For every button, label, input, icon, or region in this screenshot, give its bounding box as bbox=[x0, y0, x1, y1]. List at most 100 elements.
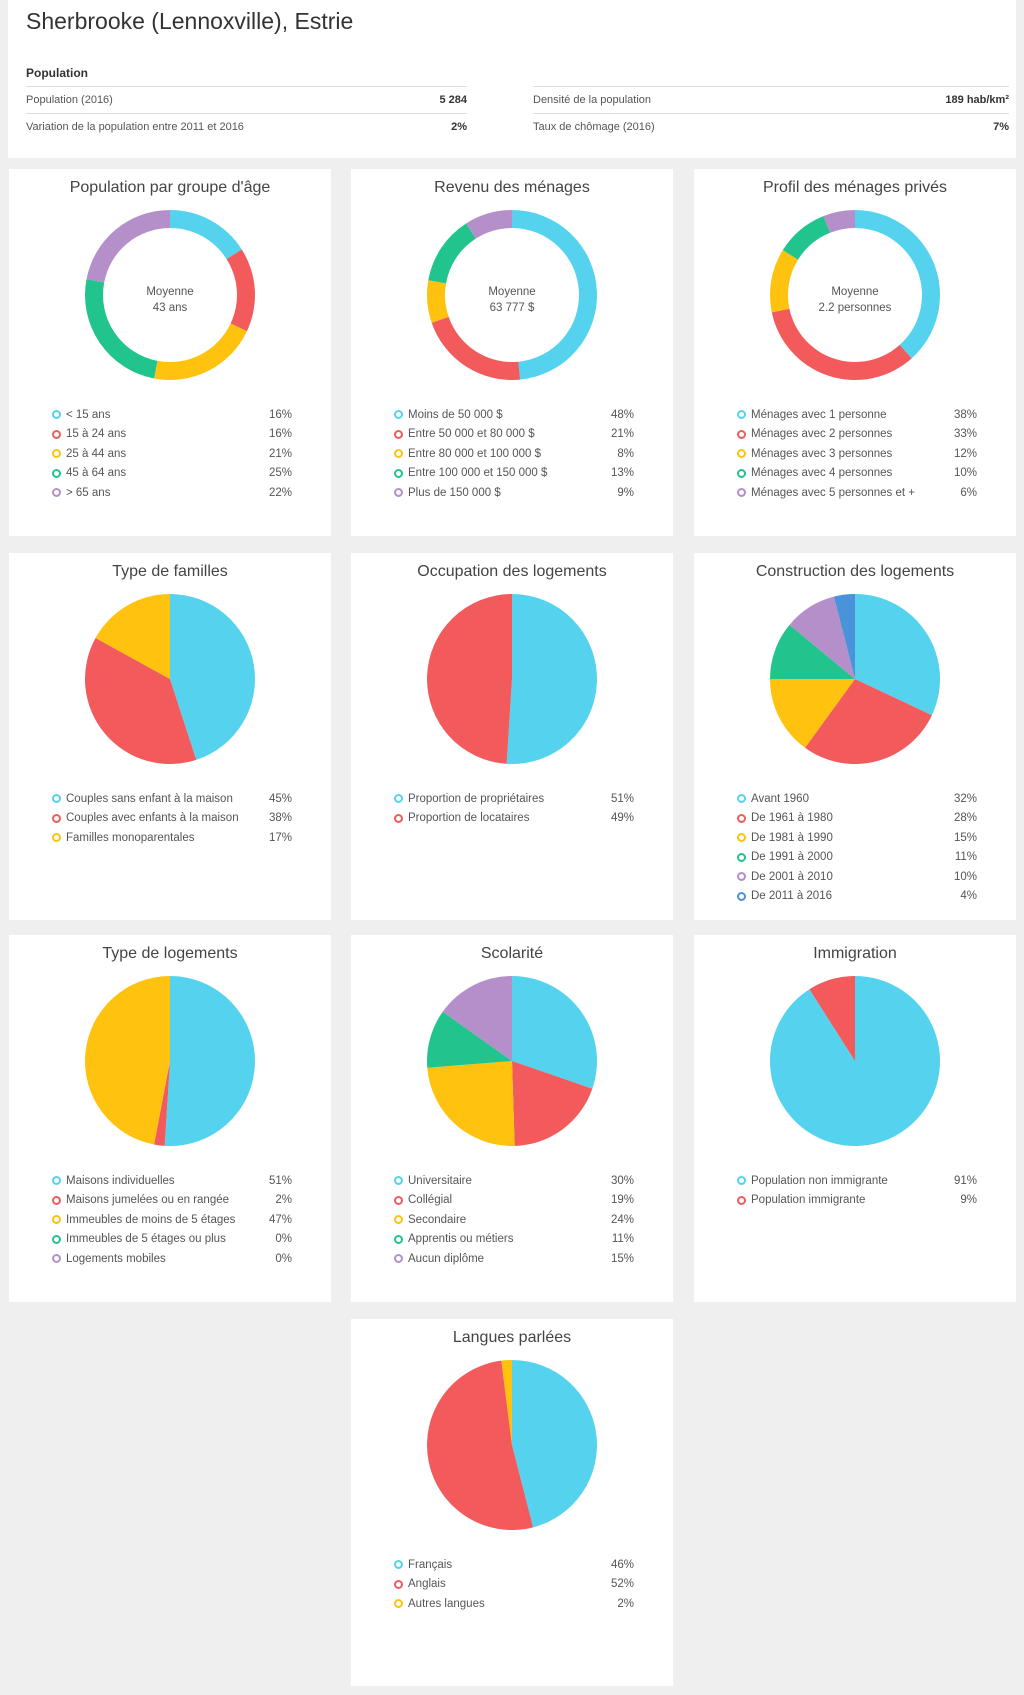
legend-item[interactable]: Autres langues 2% bbox=[394, 1594, 634, 1614]
pie-slice[interactable] bbox=[427, 1011, 512, 1068]
pie-slice[interactable] bbox=[170, 594, 255, 760]
legend-item[interactable]: Immeubles de moins de 5 étages 47% bbox=[52, 1210, 292, 1230]
legend-value: 10% bbox=[953, 467, 977, 480]
legend-item[interactable]: De 1961 à 1980 28% bbox=[737, 809, 977, 829]
legend-item[interactable]: Anglais 52% bbox=[394, 1575, 634, 1595]
legend-item[interactable]: Population immigrante 9% bbox=[737, 1191, 977, 1211]
legend-item[interactable]: Proportion de propriétaires 51% bbox=[394, 789, 634, 809]
pie-slice[interactable] bbox=[833, 594, 855, 679]
donut-segment[interactable] bbox=[823, 210, 855, 233]
stat-label: Variation de la population entre 2011 et… bbox=[26, 121, 244, 133]
legend-item[interactable]: Apprentis ou métiers 11% bbox=[394, 1230, 634, 1250]
donut-segment[interactable] bbox=[226, 249, 255, 332]
chart-legend: Proportion de propriétaires 51% Proportion… bbox=[394, 789, 634, 828]
legend-item[interactable]: De 2011 à 2016 4% bbox=[737, 887, 977, 907]
chart-svg bbox=[770, 594, 940, 764]
pie-slice[interactable] bbox=[770, 624, 855, 679]
legend-item[interactable]: 15 à 24 ans 16% bbox=[52, 425, 292, 445]
legend-item[interactable]: Ménages avec 4 personnes 10% bbox=[737, 464, 977, 484]
legend-item[interactable]: Secondaire 24% bbox=[394, 1210, 634, 1230]
pie-slice[interactable] bbox=[512, 1061, 593, 1146]
legend-marker-icon bbox=[52, 813, 61, 823]
stat-row: Taux de chômage (2016) 7% bbox=[533, 113, 1009, 140]
pie-slice[interactable] bbox=[501, 1360, 512, 1445]
legend-item[interactable]: Ménages avec 3 personnes 12% bbox=[737, 444, 977, 464]
chart-card: Immigration Population non immigrante 91% P… bbox=[694, 935, 1016, 1302]
donut-segment[interactable] bbox=[86, 210, 170, 283]
pie-slice[interactable] bbox=[154, 1061, 170, 1146]
pie-slice[interactable] bbox=[855, 594, 940, 716]
legend-item[interactable]: Familles monoparentales 17% bbox=[52, 828, 292, 848]
donut-segment[interactable] bbox=[154, 323, 247, 380]
pie-slice[interactable] bbox=[512, 976, 597, 1089]
pie-slice[interactable] bbox=[85, 638, 197, 764]
pie-slice[interactable] bbox=[85, 976, 170, 1145]
legend-item[interactable]: Ménages avec 2 personnes 33% bbox=[737, 425, 977, 445]
legend-marker-icon bbox=[737, 410, 746, 420]
donut-segment[interactable] bbox=[770, 250, 799, 313]
legend-item[interactable]: Couples sans enfant à la maison 45% bbox=[52, 789, 292, 809]
pie-slice[interactable] bbox=[95, 594, 170, 679]
legend-marker-icon bbox=[737, 813, 746, 823]
legend-item[interactable]: Plus de 150 000 $ 9% bbox=[394, 483, 634, 503]
pie-slice[interactable] bbox=[506, 594, 597, 764]
donut-segment[interactable] bbox=[431, 316, 521, 380]
legend-item[interactable]: < 15 ans 16% bbox=[52, 405, 292, 425]
legend-item[interactable]: Ménages avec 5 personnes et + 6% bbox=[737, 483, 977, 503]
pie-slice[interactable] bbox=[809, 976, 855, 1061]
pie-slice[interactable] bbox=[427, 1360, 534, 1530]
legend-item[interactable]: Proportion de locataires 49% bbox=[394, 809, 634, 829]
donut-segment[interactable] bbox=[771, 308, 912, 380]
pie-slice[interactable] bbox=[426, 594, 512, 764]
legend-item[interactable]: Maisons jumelées ou en rangée 2% bbox=[52, 1191, 292, 1211]
legend-item[interactable]: Français 46% bbox=[394, 1555, 634, 1575]
pie-slice[interactable] bbox=[164, 976, 255, 1146]
legend-item[interactable]: Maisons individuelles 51% bbox=[52, 1171, 292, 1191]
legend-marker-icon bbox=[394, 1195, 403, 1205]
legend-marker-icon bbox=[737, 852, 746, 862]
legend-item[interactable]: 25 à 44 ans 21% bbox=[52, 444, 292, 464]
stat-label: Densité de la population bbox=[533, 94, 652, 106]
legend-label: Population non immigrante bbox=[751, 1174, 888, 1187]
donut-segment[interactable] bbox=[512, 210, 597, 380]
donut-segment[interactable] bbox=[782, 216, 831, 260]
donut-segment[interactable] bbox=[427, 280, 449, 323]
legend-label: Collégial bbox=[408, 1194, 453, 1207]
legend-item[interactable]: Collégial 19% bbox=[394, 1191, 634, 1211]
legend-item[interactable]: Aucun diplôme 15% bbox=[394, 1249, 634, 1269]
pie-slice[interactable] bbox=[770, 679, 855, 748]
pie-slice[interactable] bbox=[805, 679, 932, 764]
chart-card: Profil des ménages privés Moyenne 2.2 pers… bbox=[694, 169, 1016, 536]
center-value: 2.2 personnes bbox=[818, 302, 892, 314]
pie-slice[interactable] bbox=[512, 1360, 598, 1528]
center-value: 63 777 $ bbox=[489, 302, 535, 314]
legend-item[interactable]: Immeubles de 5 étages ou plus 0% bbox=[52, 1230, 292, 1250]
donut-segment[interactable] bbox=[855, 210, 940, 359]
legend-item[interactable]: Couples avec enfants à la maison 38% bbox=[52, 809, 292, 829]
legend-item[interactable]: Logements mobiles 0% bbox=[52, 1249, 292, 1269]
legend-item[interactable]: 45 à 64 ans 25% bbox=[52, 464, 292, 484]
legend-item[interactable]: Ménages avec 1 personne 38% bbox=[737, 405, 977, 425]
legend-label: Maisons jumelées ou en rangée bbox=[66, 1194, 230, 1207]
legend-item[interactable]: Avant 1960 32% bbox=[737, 789, 977, 809]
legend-item[interactable]: Entre 80 000 et 100 000 $ 8% bbox=[394, 444, 634, 464]
legend-item[interactable]: > 65 ans 22% bbox=[52, 483, 292, 503]
donut-segment[interactable] bbox=[85, 279, 158, 379]
donut-segment[interactable] bbox=[170, 210, 242, 260]
legend-item[interactable]: Entre 50 000 et 80 000 $ 21% bbox=[394, 425, 634, 445]
pie-slice[interactable] bbox=[789, 596, 855, 679]
legend-item[interactable]: De 1981 à 1990 15% bbox=[737, 828, 977, 848]
legend-item[interactable]: De 2001 à 2010 10% bbox=[737, 867, 977, 887]
chart-title: Type de familles bbox=[112, 563, 228, 580]
pie-slice[interactable] bbox=[427, 1061, 515, 1146]
legend-item[interactable]: Universitaire 30% bbox=[394, 1171, 634, 1191]
legend-item[interactable]: Population non immigrante 91% bbox=[737, 1171, 977, 1191]
donut-segment[interactable] bbox=[466, 210, 512, 239]
legend-marker-icon bbox=[394, 429, 403, 439]
legend-item[interactable]: De 1991 à 2000 11% bbox=[737, 848, 977, 868]
legend-item[interactable]: Moins de 50 000 $ 48% bbox=[394, 405, 634, 425]
legend-marker-icon bbox=[52, 410, 61, 420]
legend-item[interactable]: Entre 100 000 et 150 000 $ 13% bbox=[394, 464, 634, 484]
pie-slice[interactable] bbox=[442, 976, 512, 1061]
donut-segment[interactable] bbox=[428, 223, 476, 284]
